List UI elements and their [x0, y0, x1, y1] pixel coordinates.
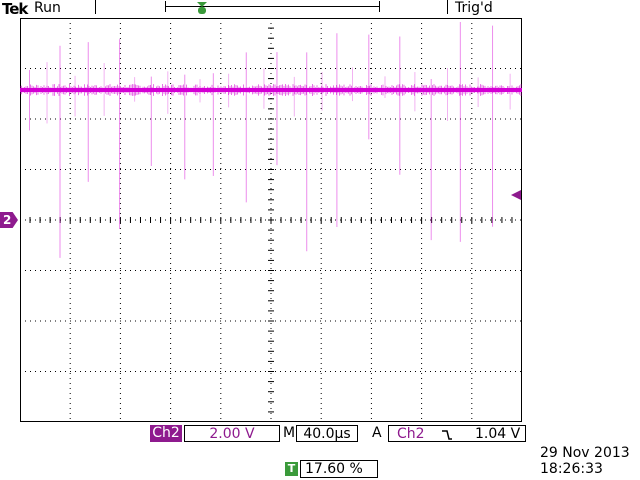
horizontal-position-badge: T	[285, 462, 298, 476]
record-view-bracket-right	[379, 1, 380, 12]
record-position-icon	[197, 2, 207, 14]
ch2-tag[interactable]: Ch2	[150, 425, 182, 442]
header-divider	[95, 0, 96, 14]
trigger-source: Ch2	[397, 426, 425, 442]
record-view-bracket-left	[165, 1, 166, 12]
time-per-div-readout[interactable]: 40.0µs	[296, 425, 358, 442]
volts-per-div-readout[interactable]: 2.00 V	[184, 425, 280, 442]
time-readout: 18:26:33	[540, 461, 603, 477]
waveform-baseline	[20, 88, 522, 92]
horizontal-position-readout[interactable]: 17.60 %	[300, 460, 378, 478]
trigger-readout[interactable]: Ch2 1.04 V	[388, 425, 526, 442]
ch2-waveform	[20, 22, 522, 258]
trigger-level-marker-icon[interactable]	[511, 190, 521, 200]
trigger-level: 1.04 V	[475, 426, 521, 442]
trigger-slope-icon	[441, 426, 453, 445]
brand-logo: Tek	[2, 0, 28, 18]
run-status: Run	[34, 0, 61, 16]
record-view-bar	[165, 6, 379, 7]
date-readout: 29 Nov 2013	[540, 445, 630, 461]
waveform-display[interactable]	[20, 18, 522, 422]
graticule-center-ticks	[20, 18, 513, 413]
header-divider	[447, 0, 448, 14]
ch2-ground-marker[interactable]: 2	[0, 212, 18, 228]
main-timebase-label: M	[283, 425, 296, 441]
trigger-mode-label: A	[372, 425, 382, 441]
trigger-status: Trig'd	[455, 0, 493, 16]
